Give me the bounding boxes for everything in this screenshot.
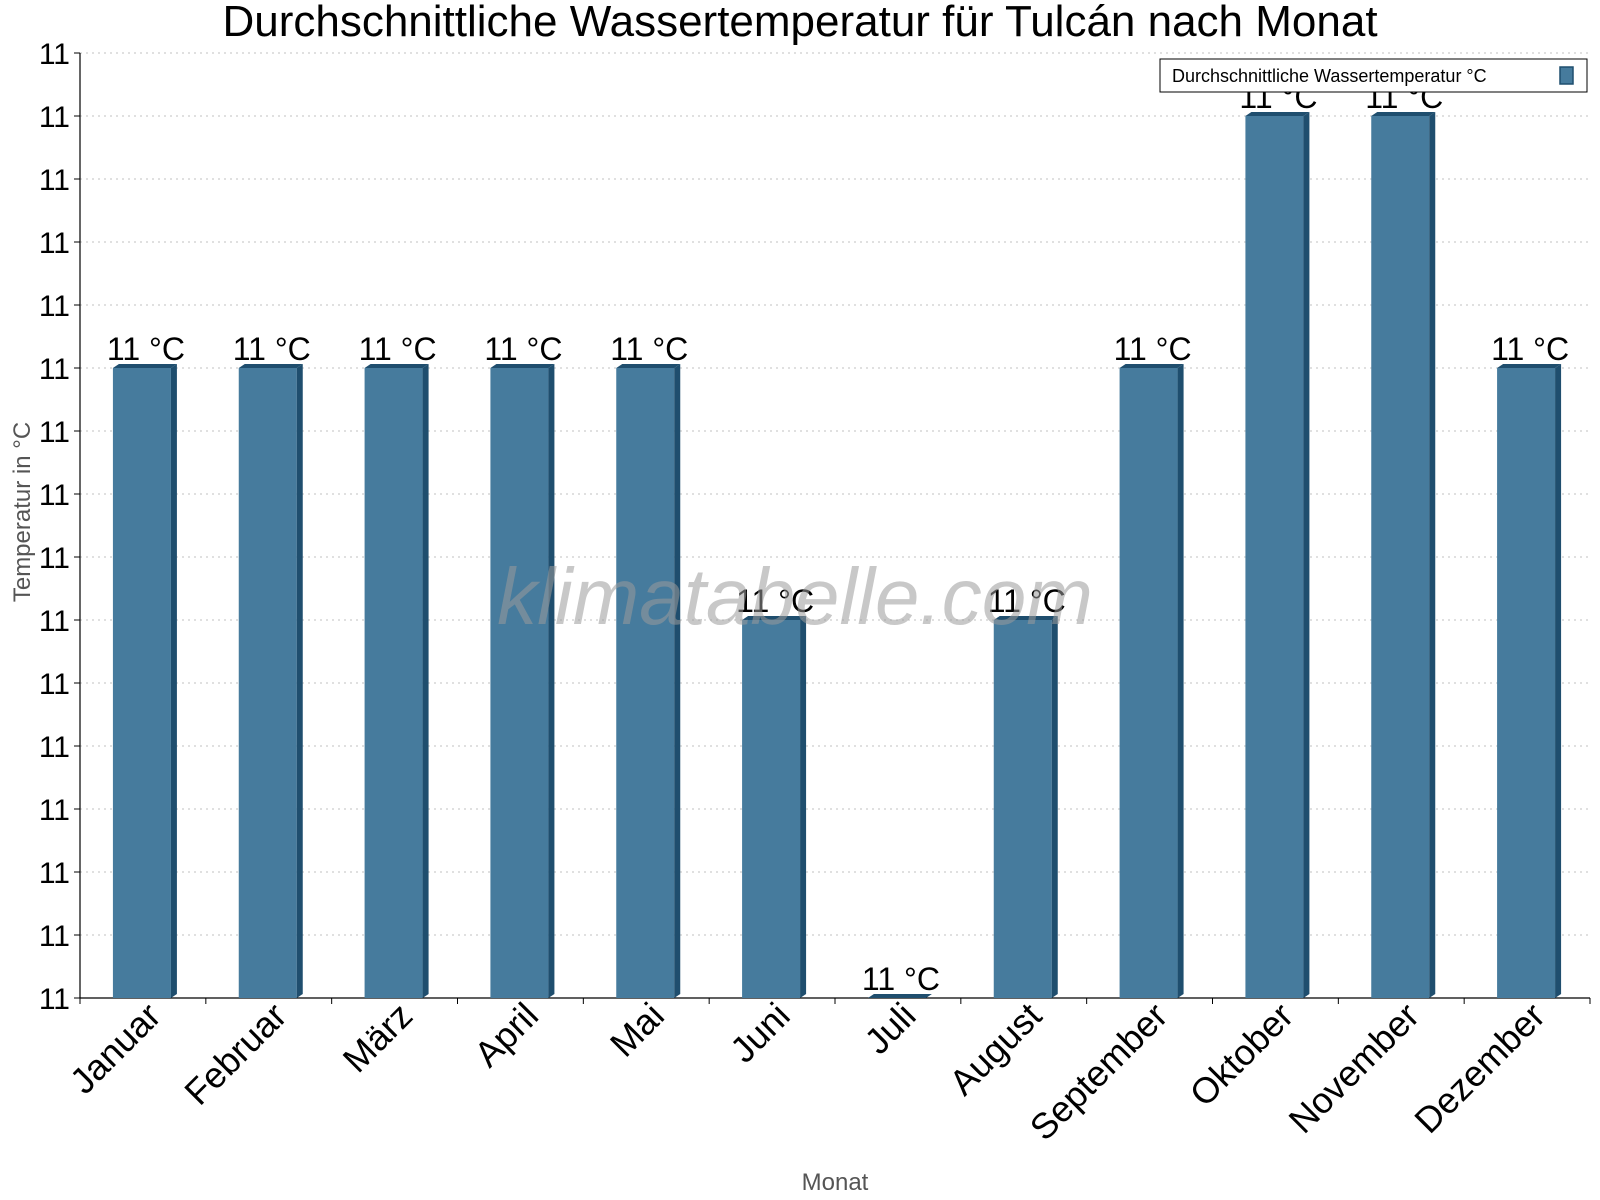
bar-top (238, 364, 303, 368)
bar-top (1371, 112, 1436, 116)
y-tick-label: 11 (39, 668, 70, 701)
bar (1497, 368, 1556, 998)
bar (238, 368, 297, 998)
bar-top (1119, 364, 1184, 368)
data-label: 11 °C (359, 331, 437, 367)
bar-top (867, 994, 932, 998)
data-label: 11 °C (610, 331, 688, 367)
bar-side (1051, 616, 1058, 998)
x-tick-label: Januar (62, 995, 169, 1102)
bar-side (1555, 364, 1562, 998)
bar-side (296, 364, 303, 998)
y-tick-label: 11 (39, 920, 70, 953)
bar-side (674, 364, 681, 998)
legend-swatch (1559, 66, 1574, 85)
bar-side (800, 616, 807, 998)
y-tick-label: 11 (39, 353, 70, 386)
bar-top (112, 364, 177, 368)
bar (490, 368, 549, 998)
watermark-text: klimatabelle.com (497, 552, 1093, 641)
x-tick-label: Mai (602, 995, 672, 1065)
x-tick-label: Juni (722, 995, 798, 1071)
x-tick-label: November (1280, 995, 1426, 1141)
y-tick-label: 11 (39, 290, 70, 323)
x-axis-title: Monat (802, 1169, 869, 1196)
axes (74, 52, 1591, 1004)
bar-side (548, 364, 555, 998)
x-tick-label: September (1022, 995, 1176, 1149)
legend-box (1159, 58, 1588, 93)
bar (993, 620, 1052, 998)
x-tick-label: März (335, 995, 421, 1081)
bar-side (1303, 112, 1310, 998)
legend-label: Durchschnittliche Wassertemperatur °C (1172, 66, 1487, 86)
data-label: 11 °C (107, 331, 185, 367)
bar (364, 368, 423, 998)
data-label: 11 °C (1491, 331, 1569, 367)
y-tick-label: 11 (39, 542, 70, 575)
y-tick-label: 11 (39, 101, 70, 134)
x-tick-label: Oktober (1182, 995, 1302, 1115)
bar-side (422, 364, 429, 998)
y-tick-label: 11 (39, 164, 70, 197)
bar-top (490, 364, 555, 368)
bar-top (1245, 112, 1310, 116)
y-tick-label: 11 (39, 416, 70, 449)
bar-top (742, 616, 807, 620)
data-label: 11 °C (484, 331, 562, 367)
x-tick-label: Juli (856, 995, 923, 1062)
bar-side (1429, 112, 1436, 998)
bar (616, 368, 675, 998)
gridlines (80, 52, 1590, 936)
bar-top (1497, 364, 1562, 368)
x-tick-label: August (941, 995, 1049, 1103)
data-label: 11 °C (862, 961, 940, 997)
y-axis-title: Temperatur in °C (9, 422, 36, 602)
x-tick-label: Februar (176, 995, 294, 1113)
data-label: 11 °C (1114, 331, 1192, 367)
x-tick-label: April (466, 995, 546, 1075)
data-label: 11 °C (988, 583, 1066, 619)
data-label: 11 °C (233, 331, 311, 367)
y-tick-label: 11 (39, 731, 70, 764)
bar (112, 368, 171, 998)
y-tick-label: 11 (39, 983, 70, 1016)
bar-side (170, 364, 177, 998)
legend: Durchschnittliche Wassertemperatur °C (1159, 58, 1588, 93)
chart-title: Durchschnittliche Wassertemperatur für T… (222, 0, 1377, 46)
bar (1119, 368, 1178, 998)
data-label: 11 °C (736, 583, 814, 619)
y-tick-label: 11 (39, 227, 70, 260)
x-tick-label: Dezember (1406, 995, 1552, 1141)
bar (1371, 116, 1430, 998)
bar-top (364, 364, 429, 368)
y-tick-label: 11 (39, 605, 70, 638)
y-tick-label: 11 (39, 857, 70, 890)
y-tick-label: 11 (39, 38, 70, 71)
bar-top (993, 616, 1058, 620)
bars: 11 °C 11 °C 11 °C 11 °C 11 °C 11 °C 11 °C 11 °C… (107, 79, 1569, 998)
bar (1245, 116, 1304, 998)
bar (742, 620, 801, 998)
y-tick-label: 11 (39, 794, 70, 827)
y-tick-label: 11 (39, 479, 70, 512)
bar-top (616, 364, 681, 368)
bar-side (1177, 364, 1184, 998)
